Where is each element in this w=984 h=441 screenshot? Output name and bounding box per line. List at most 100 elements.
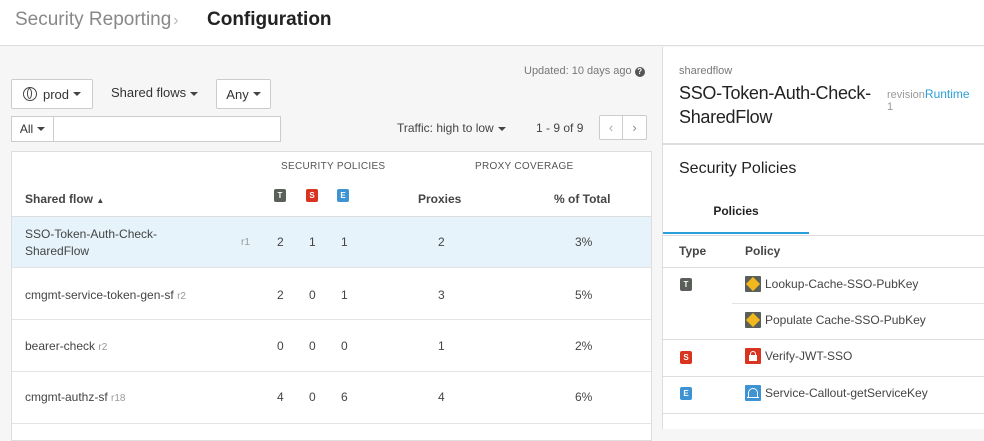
sort-value: Traffic: high to low — [397, 121, 494, 135]
row-proxies: 2 — [438, 235, 445, 249]
row-name-cell: bearer-check r2 — [25, 339, 107, 353]
row-revision: r2 — [177, 291, 186, 302]
type-s-badge: S — [306, 189, 318, 202]
policy-item[interactable]: Populate Cache-SSO-PubKey — [745, 312, 926, 328]
cache-icon — [745, 312, 761, 328]
type-filter-dropdown[interactable]: Shared flows — [111, 85, 199, 100]
table-row[interactable]: SSO-Token-Auth-Check-SharedFlow r1 2 1 1 2… — [12, 217, 651, 268]
prev-page-button[interactable]: ‹ — [599, 115, 623, 140]
policy-name: Service-Callout-getServiceKey — [765, 386, 928, 400]
row-s-count: 0 — [309, 390, 316, 404]
detail-title-line2: SharedFlow — [679, 107, 773, 127]
caret-down-icon — [190, 91, 199, 96]
row-name: cmgmt-authz-sf — [25, 390, 108, 404]
row-s-count: 0 — [309, 288, 316, 302]
search-input[interactable] — [53, 116, 281, 142]
detail-kind: sharedflow — [679, 65, 733, 77]
detail-title: SSO-Token-Auth-Check- SharedFlow — [679, 81, 871, 129]
divider — [732, 303, 984, 304]
policy-name: Populate Cache-SSO-PubKey — [765, 313, 926, 327]
header-divider — [12, 216, 651, 217]
col-header-type: Type — [679, 244, 707, 258]
row-pct: 5% — [575, 288, 593, 302]
next-page-button[interactable]: › — [622, 115, 647, 140]
type-e-badge: E — [337, 189, 349, 202]
type-filter-value: Shared flows — [111, 85, 187, 100]
row-t-count: 0 — [277, 339, 284, 353]
divider — [663, 339, 984, 340]
row-s-count: 0 — [309, 339, 316, 353]
row-e-count: 1 — [341, 288, 348, 302]
environment-value: prod — [42, 86, 70, 102]
caret-down-icon — [37, 127, 46, 131]
type-s-badge: S — [680, 351, 692, 364]
col-header-proxies: Proxies — [418, 192, 462, 206]
row-e-count: 1 — [341, 235, 348, 249]
caret-down-icon — [73, 92, 82, 96]
lock-icon — [745, 348, 761, 364]
security-policies-group-header: SECURITY POLICIES — [281, 161, 386, 172]
row-name-cell: cmgmt-service-token-gen-sf r2 — [25, 288, 186, 302]
policy-item[interactable]: Service-Callout-getServiceKey — [745, 385, 928, 401]
runtime-link[interactable]: Runtime — [924, 87, 970, 101]
revision-label-text: revision — [887, 89, 925, 101]
row-name: SSO-Token-Auth-Check-SharedFlow — [25, 227, 158, 258]
caret-down-icon — [497, 126, 506, 131]
cache-icon — [745, 276, 761, 292]
divider — [663, 267, 984, 268]
col-header-policy: Policy — [745, 244, 781, 258]
security-policies-title: Security Policies — [679, 160, 797, 177]
detail-title-line1: SSO-Token-Auth-Check- — [679, 83, 871, 103]
divider — [663, 235, 984, 236]
row-revision: r18 — [111, 393, 126, 404]
chevron-right-icon: › — [173, 12, 179, 29]
row-t-count: 2 — [277, 235, 284, 249]
col-header-shared-flow[interactable]: Shared flow ▲ — [25, 192, 104, 206]
revision-value: 1 — [887, 101, 894, 113]
updated-text: Updated: 10 days ago — [524, 65, 632, 77]
breadcrumb[interactable]: Security Reporting › — [15, 9, 183, 31]
row-revision: r1 — [241, 237, 250, 248]
sort-dropdown[interactable]: Traffic: high to low — [397, 121, 506, 135]
type-t-badge: T — [680, 278, 692, 291]
service-callout-icon — [745, 385, 761, 401]
policy-name: Verify-JWT-SSO — [765, 349, 853, 363]
table-row[interactable]: cmgmt-authz-sf r18 4 0 6 4 6% — [12, 372, 651, 424]
revision-label: revisionRuntime 1 — [887, 87, 970, 113]
row-revision: r2 — [98, 342, 108, 353]
row-name: bearer-check — [25, 339, 96, 353]
globe-icon — [22, 87, 37, 101]
row-proxies: 1 — [438, 339, 445, 353]
any-filter-value: Any — [226, 86, 249, 102]
row-pct: 3% — [575, 235, 593, 249]
type-e-badge: E — [680, 387, 692, 400]
search-scope-dropdown[interactable]: All — [11, 116, 54, 142]
row-pct: 6% — [575, 390, 593, 404]
table-row[interactable]: bearer-check r2 0 0 0 1 2% — [12, 320, 651, 372]
pagination-info: 1 - 9 of 9 — [536, 121, 584, 135]
help-icon[interactable]: ? — [634, 67, 645, 77]
divider — [663, 143, 984, 145]
row-pct: 2% — [575, 339, 593, 353]
breadcrumb-link[interactable]: Security Reporting — [15, 9, 172, 30]
table-row[interactable]: cmgmt-service-token-gen-sf r2 2 0 1 3 5% — [12, 268, 651, 320]
policy-item[interactable]: Lookup-Cache-SSO-PubKey — [745, 276, 918, 292]
divider — [663, 376, 984, 377]
row-t-count: 4 — [277, 390, 284, 404]
any-filter-dropdown[interactable]: Any — [216, 79, 271, 109]
environment-dropdown[interactable]: prod — [11, 79, 93, 109]
row-proxies: 4 — [438, 390, 445, 404]
page-title: Configuration — [207, 9, 332, 30]
row-e-count: 0 — [341, 339, 348, 353]
type-t-badge: T — [274, 189, 286, 202]
row-e-count: 6 — [341, 390, 348, 404]
sort-asc-icon: ▲ — [96, 196, 105, 205]
page-header: Security Reporting › Configuration — [0, 0, 984, 46]
policy-item[interactable]: Verify-JWT-SSO — [745, 348, 852, 364]
divider — [663, 413, 984, 414]
row-name-cell: cmgmt-authz-sf r18 — [25, 390, 125, 404]
search-scope-value: All — [19, 122, 34, 136]
proxy-coverage-group-header: PROXY COVERAGE — [475, 161, 574, 172]
tab-policies[interactable]: Policies — [663, 204, 809, 234]
col-header-shared-flow-label: Shared flow — [25, 192, 94, 206]
